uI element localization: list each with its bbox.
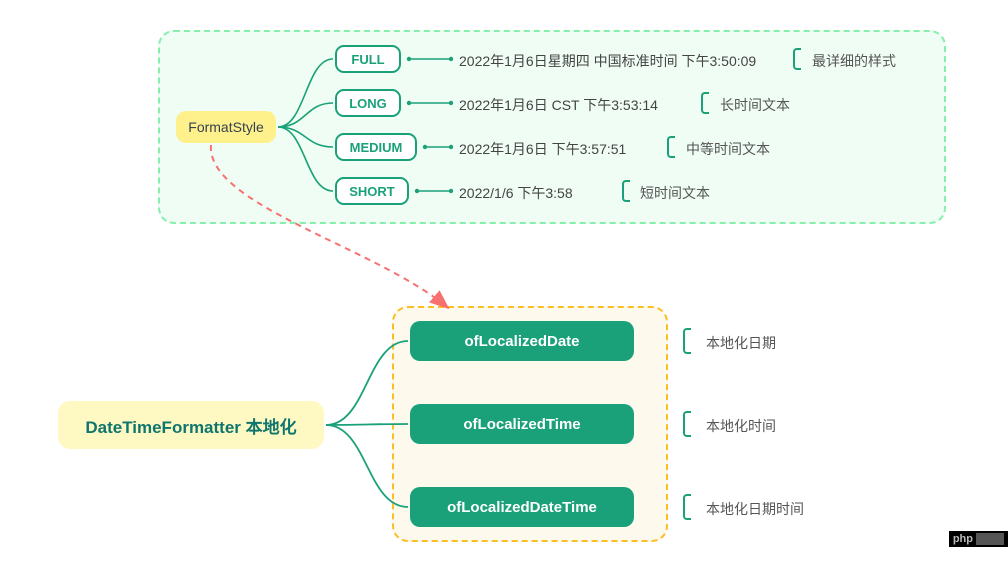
- formatstyle-node: FormatStyle: [176, 111, 276, 143]
- method-label: ofLocalizedTime: [463, 416, 580, 433]
- bracket: [667, 136, 675, 158]
- method-desc: 本地化日期: [706, 333, 776, 353]
- method-label: ofLocalizedDateTime: [447, 499, 597, 516]
- style-pill-label: MEDIUM: [350, 140, 403, 155]
- style-example: 2022年1月6日星期四 中国标准时间 下午3:50:09: [459, 51, 756, 71]
- bracket: [683, 328, 691, 354]
- method-desc: 本地化时间: [706, 416, 776, 436]
- method-oflocalizeddatetime: ofLocalizedDateTime: [410, 487, 634, 527]
- style-pill-label: SHORT: [349, 184, 395, 199]
- main-label: DateTimeFormatter 本地化: [85, 413, 296, 438]
- method-oflocalizeddate: ofLocalizedDate: [410, 321, 634, 361]
- style-desc: 中等时间文本: [686, 139, 770, 159]
- method-oflocalizedtime: ofLocalizedTime: [410, 404, 634, 444]
- bracket: [683, 494, 691, 520]
- watermark: php: [949, 531, 1008, 547]
- style-desc: 最详细的样式: [812, 51, 896, 71]
- style-example: 2022年1月6日 下午3:57:51: [459, 139, 626, 159]
- style-example: 2022年1月6日 CST 下午3:53:14: [459, 95, 658, 115]
- style-pill-medium: MEDIUM: [335, 133, 417, 161]
- style-pill-label: FULL: [351, 52, 384, 67]
- bracket: [683, 411, 691, 437]
- bracket: [622, 180, 630, 202]
- style-example: 2022/1/6 下午3:58: [459, 183, 573, 203]
- main-node: DateTimeFormatter 本地化: [58, 401, 324, 449]
- style-desc: 长时间文本: [720, 95, 790, 115]
- method-label: ofLocalizedDate: [464, 333, 579, 350]
- watermark-left: php: [953, 533, 973, 545]
- style-pill-full: FULL: [335, 45, 401, 73]
- bracket: [701, 92, 709, 114]
- style-pill-label: LONG: [349, 96, 387, 111]
- style-pill-short: SHORT: [335, 177, 409, 205]
- method-desc: 本地化日期时间: [706, 499, 804, 519]
- style-desc: 短时间文本: [640, 183, 710, 203]
- formatstyle-label: FormatStyle: [188, 119, 263, 135]
- style-pill-long: LONG: [335, 89, 401, 117]
- bracket: [793, 48, 801, 70]
